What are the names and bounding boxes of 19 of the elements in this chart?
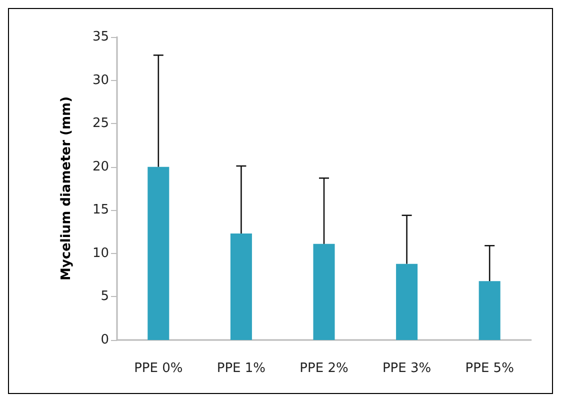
y-tick-label: 15: [92, 202, 109, 218]
y-tick-label: 30: [92, 72, 109, 88]
y-tick-label: 25: [92, 116, 109, 132]
bar: [230, 234, 252, 340]
x-tick-label: PPE 3%: [382, 361, 432, 376]
bar: [396, 264, 418, 340]
y-tick-label: 20: [92, 159, 109, 174]
bar: [148, 166, 170, 340]
x-tick-label: PPE 2%: [300, 361, 348, 376]
x-tick-label: PPE 0%: [134, 361, 183, 376]
x-tick-label: PPE 5%: [465, 361, 514, 376]
y-tick-label: 0: [100, 332, 109, 348]
y-axis-title: Mycelium diameter (mm): [59, 96, 74, 281]
bar: [313, 244, 335, 340]
y-tick-label: 10: [92, 246, 109, 261]
bar: [478, 281, 500, 340]
y-tick-label: 35: [92, 30, 109, 44]
y-tick-label: 5: [100, 289, 109, 304]
x-tick-label: PPE 1%: [216, 361, 266, 376]
